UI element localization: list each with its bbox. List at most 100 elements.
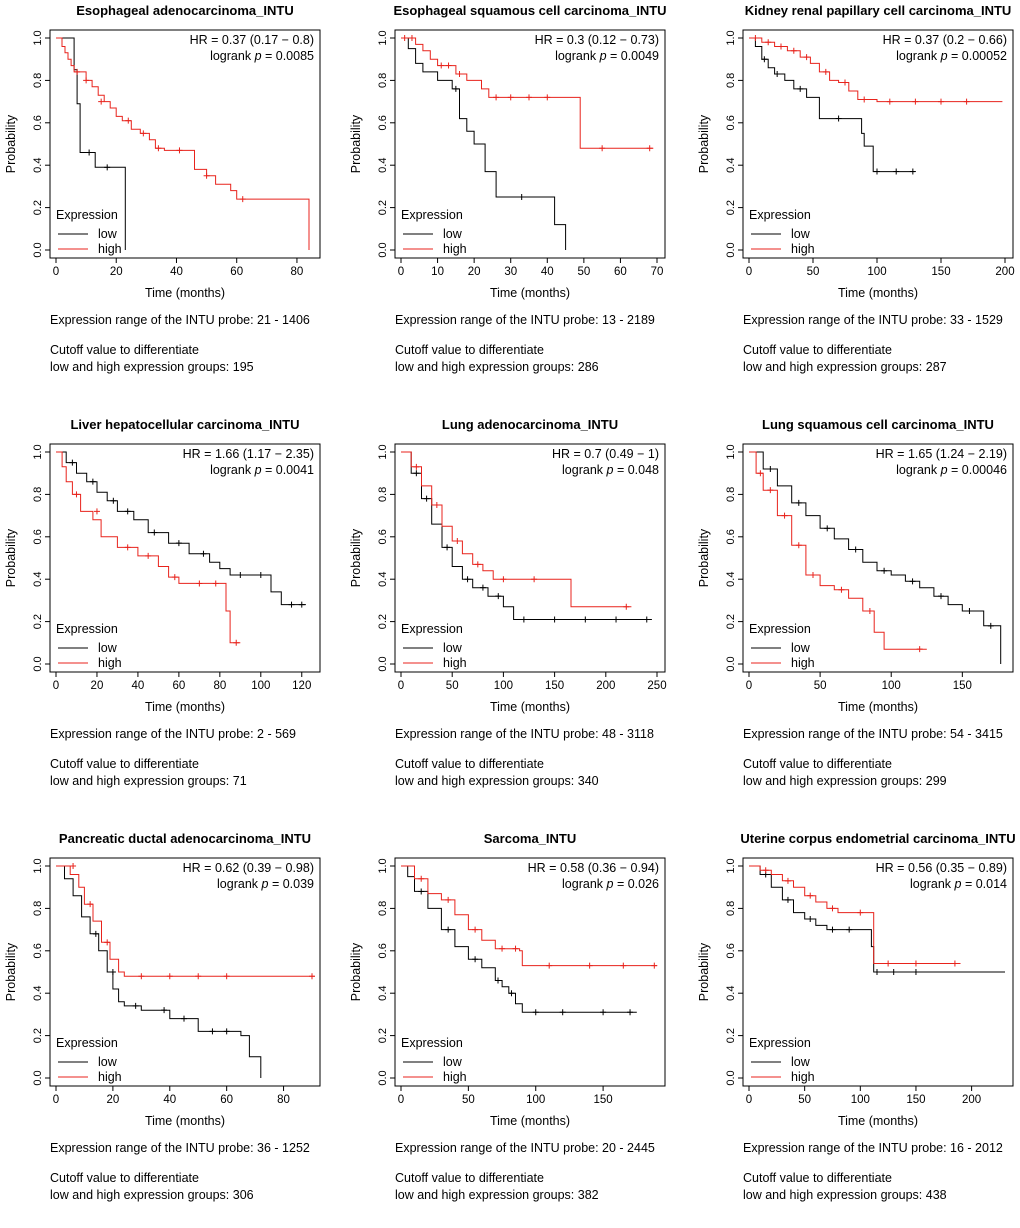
- censor-mark-high: [651, 962, 658, 969]
- x-axis-label: Time (months): [145, 700, 225, 714]
- legend-title: Expression: [401, 622, 463, 636]
- censor-mark-high: [413, 463, 420, 470]
- survival-curve-high: [749, 37, 1003, 103]
- x-tick-label: 200: [596, 680, 615, 692]
- plot-frame: [394, 29, 666, 259]
- censor-mark-high: [762, 867, 769, 874]
- hazard-ratio-text: HR = 1.65 (1.24 − 2.19): [876, 447, 1007, 461]
- y-tick-label: 0.8: [32, 901, 44, 916]
- cutoff-label: Cutoff value to differentiate: [743, 1171, 892, 1185]
- censor-mark-low: [520, 616, 527, 623]
- censor-mark-high: [546, 962, 553, 969]
- cutoff-label: Cutoff value to differentiate: [743, 343, 892, 357]
- y-tick-label: 0.8: [725, 901, 737, 916]
- x-axis-label: Time (months): [838, 286, 918, 300]
- legend-label-low: low: [98, 641, 118, 655]
- expression-range-text: Expression range of the INTU probe: 48 -…: [395, 727, 654, 741]
- logrank-text: logrank p = 0.039: [217, 877, 314, 891]
- y-axis-label: Probability: [4, 114, 18, 173]
- km-plot: Liver hepatocellular carcinoma_INTU 0 20 40…: [4, 417, 321, 714]
- x-tick-label: 10: [431, 266, 444, 278]
- censor-mark-high: [916, 646, 923, 653]
- y-tick-label: 0.6: [725, 115, 737, 130]
- censor-mark-low: [807, 916, 814, 922]
- censor-mark-low: [582, 616, 589, 623]
- y-tick-label: 0.6: [32, 943, 44, 958]
- censor-mark-low: [175, 540, 182, 547]
- cutoff-value-text: low and high expression groups: 195: [50, 360, 254, 374]
- survival-curve-high: [401, 451, 632, 608]
- censor-mark-low: [89, 478, 96, 485]
- censor-mark-high: [155, 145, 162, 152]
- legend-label-low: low: [791, 641, 811, 655]
- censor-mark-high: [599, 145, 606, 152]
- censor-mark-high: [620, 962, 627, 969]
- y-tick-label: 0.6: [377, 115, 389, 130]
- x-tick-label: 60: [614, 266, 627, 278]
- cutoff-value-text: low and high expression groups: 299: [743, 774, 947, 788]
- censor-mark-high: [938, 98, 944, 105]
- censor-mark-low: [846, 926, 853, 933]
- censor-mark-high: [456, 71, 463, 78]
- censor-mark-high: [83, 77, 90, 84]
- legend-label-high: high: [791, 656, 815, 670]
- censor-mark-high: [418, 875, 425, 882]
- x-tick-label: 80: [213, 680, 226, 692]
- x-tick-label: 150: [545, 680, 564, 692]
- legend-label-high: high: [791, 1070, 815, 1084]
- censor-mark-high: [778, 43, 784, 50]
- y-tick-label: 0.4: [377, 158, 389, 173]
- censor-mark-low: [909, 578, 916, 585]
- x-tick-label: 40: [132, 680, 145, 692]
- y-tick-label: 0.8: [377, 487, 389, 502]
- x-tick-label: 0: [746, 1094, 752, 1106]
- censor-mark-low: [518, 194, 525, 200]
- censor-mark-high: [166, 973, 173, 980]
- legend-label-high: high: [443, 1070, 467, 1084]
- censor-mark-low: [893, 168, 900, 175]
- censor-mark-high: [499, 945, 506, 952]
- censor-mark-low: [452, 85, 459, 92]
- y-tick-label: 0.4: [377, 572, 389, 587]
- hazard-ratio-text: HR = 0.56 (0.35 − 0.89): [876, 861, 1007, 875]
- logrank-text: logrank p = 0.0049: [555, 49, 659, 63]
- cutoff-value-text: low and high expression groups: 438: [743, 1188, 947, 1202]
- cutoff-label: Cutoff value to differentiate: [50, 343, 199, 357]
- survival-curve-high: [56, 37, 310, 250]
- legend-label-high: high: [98, 1070, 122, 1084]
- censor-mark-high: [646, 145, 653, 152]
- censor-mark-low: [874, 969, 880, 975]
- censor-mark-low: [600, 1009, 607, 1016]
- x-tick-label: 0: [53, 680, 59, 692]
- y-axis-label: Probability: [4, 942, 18, 1001]
- km-panel: Uterine corpus endometrial carcinoma_INT…: [693, 828, 1020, 1228]
- y-tick-label: 0.8: [725, 487, 737, 502]
- legend-label-high: high: [443, 656, 467, 670]
- y-tick-label: 1.0: [725, 858, 737, 873]
- logrank-text: logrank p = 0.048: [562, 463, 659, 477]
- censor-mark-high: [74, 68, 81, 75]
- censor-mark-high: [176, 147, 183, 154]
- cutoff-label: Cutoff value to differentiate: [395, 343, 544, 357]
- legend-title: Expression: [56, 622, 118, 636]
- censor-mark-low: [288, 601, 295, 608]
- x-tick-label: 20: [106, 1094, 119, 1106]
- x-tick-label: 0: [746, 266, 752, 278]
- censor-mark-high: [223, 973, 230, 980]
- x-tick-label: 50: [462, 1094, 475, 1106]
- logrank-text: logrank p = 0.026: [562, 877, 659, 891]
- y-tick-label: 0.4: [32, 572, 44, 587]
- legend-title: Expression: [56, 208, 118, 222]
- censor-mark-high: [70, 863, 77, 869]
- censor-mark-low: [767, 465, 774, 472]
- censor-mark-low: [761, 56, 768, 63]
- cutoff-label: Cutoff value to differentiate: [50, 757, 199, 771]
- censor-mark-low: [257, 571, 264, 578]
- cutoff-value-text: low and high expression groups: 287: [743, 360, 947, 374]
- censor-mark-low: [551, 616, 558, 623]
- legend-label-high: high: [791, 242, 815, 256]
- censor-mark-low: [479, 584, 486, 591]
- censor-mark-high: [795, 542, 802, 549]
- censor-mark-high: [885, 960, 892, 967]
- km-plot: Pancreatic ductal adenocarcinoma_INTU 0 20…: [4, 831, 321, 1128]
